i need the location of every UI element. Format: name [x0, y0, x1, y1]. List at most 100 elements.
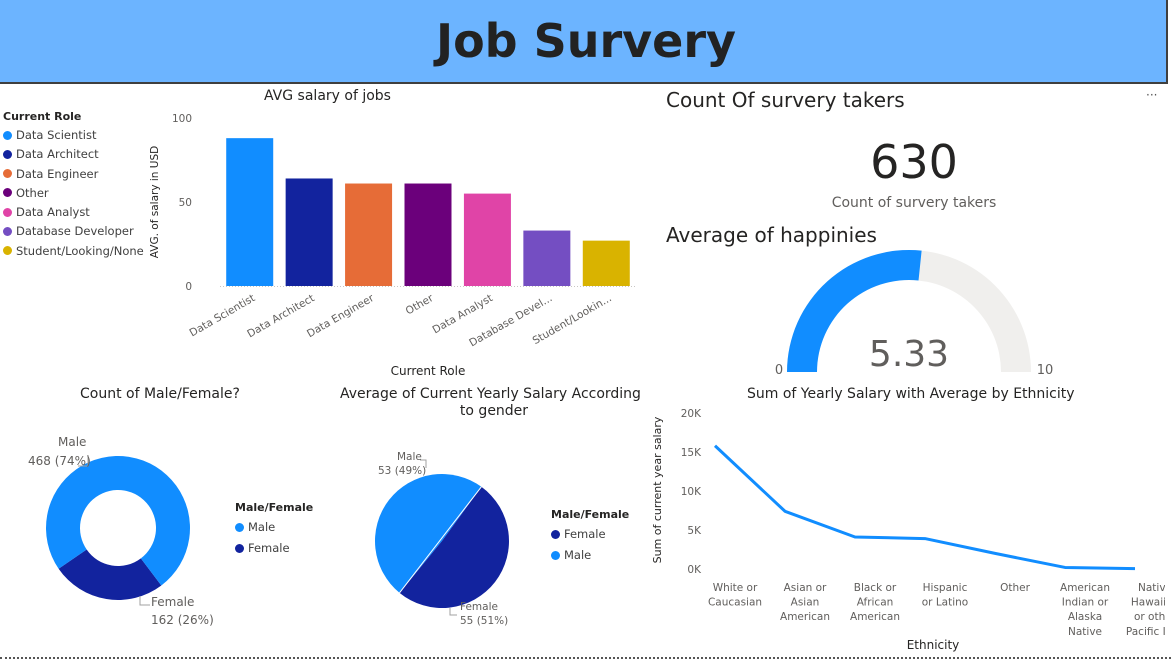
legend-dot-icon [3, 246, 12, 256]
pie-label-male-value: 53 (49%) [378, 465, 426, 477]
x-tick-label-line: Indian or [1062, 597, 1109, 609]
leader-line [78, 455, 89, 467]
legend-dot-icon [235, 543, 244, 553]
gender-donut-title: Count of Male/Female? [80, 386, 240, 402]
gender-donut-legend-title: Male/Female [235, 501, 314, 514]
gender-legend-item[interactable]: Male [235, 520, 313, 534]
x-tick-label-line: Other [1000, 582, 1030, 594]
x-tick-label: Data Engineer [305, 292, 377, 340]
gender-legend-label: Female [248, 541, 290, 555]
role-legend-label: Data Engineer [16, 166, 99, 181]
bar[interactable] [226, 138, 274, 286]
line-chart-title: Sum of Yearly Salary with Average by Eth… [747, 386, 1075, 402]
x-tick-label-line: Native [1068, 626, 1102, 638]
bar[interactable] [345, 183, 393, 286]
x-tick-label-line: Caucasian [708, 597, 762, 609]
x-tick-label-line: White or [713, 582, 758, 594]
x-tick-label-line: Asian or [784, 582, 827, 594]
y-tick-label: 5K [687, 525, 702, 537]
y-tick-label: 100 [172, 113, 192, 125]
page-bottom-border [0, 657, 1171, 659]
role-legend-item[interactable]: Other [3, 186, 144, 200]
salary-legend-item[interactable]: Male [551, 548, 629, 562]
y-axis-label: AVG. of salary in USD [149, 146, 161, 258]
y-tick-label: 20K [681, 408, 702, 420]
x-tick-label: White or Caucasian [708, 582, 762, 609]
x-tick-label: Black or African American [850, 582, 900, 623]
role-legend-item[interactable]: Data Engineer [3, 167, 144, 181]
x-tick-label-line: American [780, 611, 830, 623]
y-tick-label: 0K [687, 564, 702, 576]
x-tick-label-line: Asian [791, 597, 820, 609]
x-tick-label-line: or Latino [922, 597, 968, 609]
pie-label-male-name: Male [397, 451, 422, 463]
x-tick-label-line: or other [1134, 611, 1165, 623]
leader-line [449, 608, 457, 616]
gender-legend-label: Male [248, 520, 276, 534]
salary-pie-title-line2: to gender [459, 403, 529, 419]
happiness-gauge: 5.33 0 10 [775, 249, 1053, 378]
gauge-min-label: 0 [775, 363, 783, 378]
gender-donut-legend: Male/Female Male Female [235, 501, 313, 562]
y-tick-label: 10K [681, 486, 702, 498]
bar[interactable] [523, 230, 571, 286]
role-legend-label: Data Scientist [16, 128, 97, 142]
y-axis-label: Sum of current year salary [651, 416, 664, 563]
legend-dot-icon [551, 550, 560, 560]
role-legend-label: Other [16, 185, 49, 200]
donut-label-female-name: Female [151, 595, 194, 609]
x-tick-label: Other [1000, 582, 1030, 594]
x-tick-label-line: Black or [854, 582, 897, 594]
donut-label-male-value: 468 (74%) [28, 454, 91, 468]
leader-line [420, 459, 427, 468]
x-tick-label-line: African [857, 597, 894, 609]
role-legend-title: Current Role [3, 110, 82, 123]
bar[interactable] [404, 183, 452, 286]
legend-dot-icon [3, 188, 12, 198]
x-tick-label: Asian or Asian American [780, 582, 830, 623]
legend-dot-icon [3, 149, 12, 159]
more-options-button[interactable]: ··· [1146, 88, 1158, 102]
role-legend-label: Data Architect [16, 147, 99, 162]
role-legend-item[interactable]: Database Developer [3, 224, 144, 238]
page-title: Job Survery [435, 14, 737, 68]
bar[interactable] [285, 178, 333, 286]
donut-slice-female[interactable] [58, 549, 162, 600]
x-tick-label-line: American [1060, 582, 1110, 594]
x-tick-label-line: American [850, 611, 900, 623]
gender-legend-item[interactable]: Female [235, 541, 313, 555]
x-tick-label: Other [404, 292, 436, 318]
gauge-value-label: 5.33 [869, 334, 949, 375]
kpi-value: 630 [870, 135, 958, 189]
legend-dot-icon [3, 169, 12, 179]
salary-legend-item[interactable]: Female [551, 527, 629, 541]
pie-slice-female[interactable] [399, 486, 509, 608]
y-tick-label: 0 [185, 281, 192, 293]
gauge-fill[interactable] [787, 249, 922, 372]
legend-dot-icon [3, 207, 12, 217]
x-tick-label-line: Hispanic [923, 582, 968, 594]
kpi-caption: Count of survery takers [831, 195, 997, 211]
bar-chart-title: AVG salary of jobs [264, 88, 391, 104]
x-tick-label-line: Alaska [1068, 611, 1102, 623]
bar[interactable] [463, 193, 511, 286]
x-tick-label: American Indian or Alaska Native [1060, 582, 1110, 638]
x-tick-label: Native Hawaiian or other Pacific Isl... [1126, 582, 1165, 638]
bar[interactable] [582, 240, 630, 286]
header-banner: Job Survery [0, 0, 1168, 84]
role-legend-item[interactable]: Student/Looking/None [3, 244, 144, 258]
kpi-title: Count Of survery takers [666, 88, 905, 112]
salary-line[interactable] [713, 444, 1136, 571]
role-legend-item[interactable]: Data Analyst [3, 205, 144, 219]
role-legend-item[interactable]: Data Architect [3, 147, 144, 161]
role-legend-item[interactable]: Data Scientist [3, 128, 144, 142]
donut-label-male-name: Male [58, 435, 86, 449]
donut-slice-male[interactable] [46, 456, 191, 586]
role-legend-label: Database Developer [16, 224, 134, 239]
salary-pie-title-line1: Average of Current Yearly Salary Accordi… [340, 386, 641, 402]
pie-slice-male[interactable] [374, 474, 482, 593]
x-tick-label-line: Pacific Isl... [1126, 626, 1165, 638]
salary-legend-label: Female [564, 527, 606, 541]
